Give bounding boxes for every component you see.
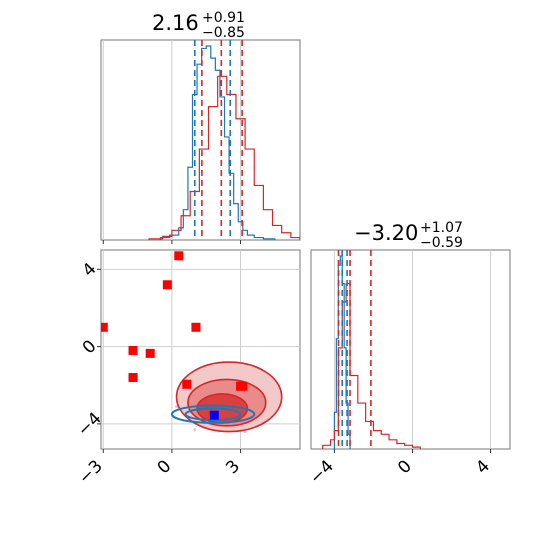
quantile-lines bbox=[337, 250, 372, 449]
x-tick-label: −4 bbox=[306, 456, 338, 488]
sample-point bbox=[193, 428, 197, 432]
x-tick-label: 0 bbox=[154, 456, 176, 478]
title-param2: −3.20 bbox=[354, 221, 418, 245]
red-square-marker bbox=[238, 381, 248, 391]
blue-contour bbox=[184, 407, 242, 422]
title-param1: 2.16 bbox=[152, 11, 199, 35]
red-square-marker bbox=[162, 280, 172, 290]
x-tick-label: −3 bbox=[75, 456, 107, 488]
panel-frame bbox=[100, 39, 301, 241]
blue-contour bbox=[170, 404, 256, 424]
quantile-lines bbox=[193, 40, 243, 240]
blue-square-marker bbox=[209, 410, 219, 420]
title-param2-plus: +1.07 bbox=[420, 220, 463, 236]
grid-lines bbox=[102, 40, 242, 240]
points bbox=[101, 251, 248, 420]
histogram-steps bbox=[148, 45, 300, 240]
title-param1-plus: +0.91 bbox=[202, 10, 245, 26]
title-param1-minus: −0.85 bbox=[202, 25, 245, 41]
red-square-marker bbox=[182, 379, 192, 389]
histogram-series bbox=[159, 45, 276, 240]
x-tick-label: 4 bbox=[472, 456, 494, 478]
x-tick-label: 0 bbox=[394, 456, 416, 478]
title-param2-minus: −0.59 bbox=[420, 235, 463, 251]
red-square-marker bbox=[128, 373, 138, 383]
red-square-marker bbox=[101, 322, 108, 332]
red-square-marker bbox=[174, 251, 184, 261]
histogram-series bbox=[322, 282, 421, 449]
red-square-marker bbox=[191, 322, 201, 332]
sample-point bbox=[175, 405, 178, 408]
contours bbox=[170, 361, 283, 434]
red-square-marker bbox=[145, 348, 155, 358]
histogram-series bbox=[333, 255, 351, 449]
panel-frame bbox=[310, 249, 511, 450]
x-tick-label: 3 bbox=[222, 456, 244, 478]
histogram-panel-param2: −4 0 4 −3.20 +1.07 −0.59 bbox=[306, 220, 511, 488]
red-square-marker bbox=[128, 345, 138, 355]
y-tick-label: 0 bbox=[79, 336, 101, 358]
histogram-panel-param1: 2.16 +0.91 −0.85 bbox=[100, 10, 301, 244]
y-tick-label: 4 bbox=[79, 259, 101, 281]
histogram-steps bbox=[322, 255, 421, 449]
x-ticks bbox=[102, 240, 242, 244]
histogram-series bbox=[148, 75, 300, 240]
x-ticks: −4 0 4 bbox=[306, 449, 494, 488]
contour-panel: −3 0 3−404 bbox=[74, 249, 301, 488]
